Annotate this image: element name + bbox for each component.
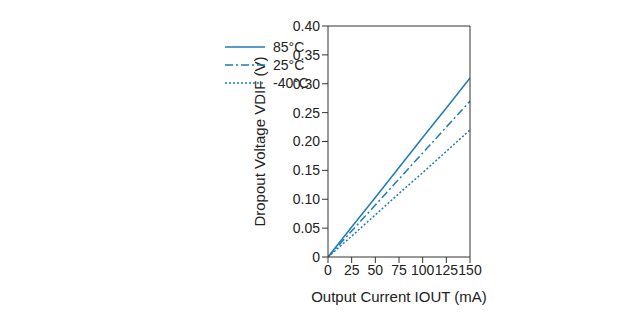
- svg-text:50: 50: [368, 262, 384, 278]
- svg-text:75: 75: [391, 262, 407, 278]
- svg-text:0: 0: [324, 262, 332, 278]
- svg-text:Output Current IOUT (mA): Output Current IOUT (mA): [311, 288, 487, 305]
- svg-text:100: 100: [411, 262, 435, 278]
- svg-text:Dropout Voltage VDIF (V): Dropout Voltage VDIF (V): [251, 56, 268, 226]
- svg-text:0.35: 0.35: [293, 47, 320, 63]
- svg-text:0.15: 0.15: [293, 162, 320, 178]
- svg-text:0.05: 0.05: [293, 220, 320, 236]
- svg-text:0.20: 0.20: [293, 133, 320, 149]
- svg-text:0.25: 0.25: [293, 105, 320, 121]
- svg-text:0.40: 0.40: [293, 18, 320, 34]
- svg-text:0: 0: [312, 249, 320, 265]
- svg-text:0.10: 0.10: [293, 191, 320, 207]
- svg-text:25: 25: [344, 262, 360, 278]
- svg-text:150: 150: [458, 262, 482, 278]
- svg-text:125: 125: [435, 262, 459, 278]
- svg-text:0.30: 0.30: [293, 76, 320, 92]
